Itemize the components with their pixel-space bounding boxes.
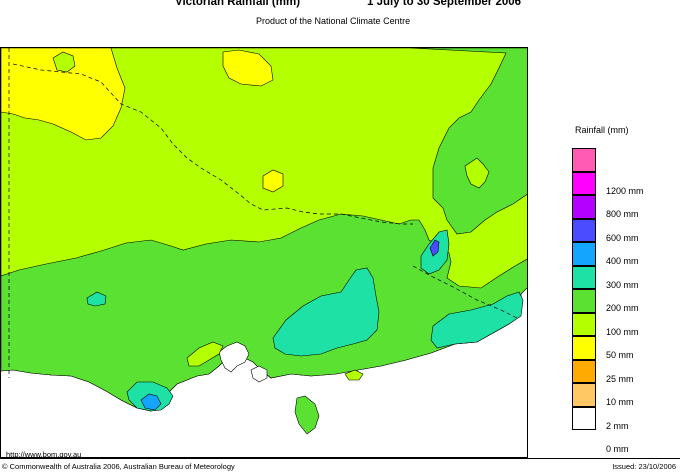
legend-swatch: [572, 406, 596, 430]
land-200mm-east: [430, 291, 524, 349]
legend-label: 50 mm: [606, 350, 634, 360]
legend-label: 300 mm: [606, 279, 639, 290]
legend-swatch: [572, 336, 596, 360]
legend-swatch: [572, 312, 596, 336]
land-50mm-geelong: [186, 341, 224, 367]
map-title: Victorian Rainfall (mm) 1 July to 30 Sep…: [175, 0, 521, 8]
legend-swatch: [572, 383, 596, 407]
rainfall-map: [0, 47, 528, 458]
legend-label: 100 mm: [606, 326, 639, 337]
title-text: Victorian Rainfall (mm): [175, 0, 301, 8]
land-50mm-pocket: [464, 157, 490, 189]
map-canvas: [1, 48, 527, 457]
legend-label: 800 mm: [606, 209, 639, 219]
source-url[interactable]: http://www.bom.gov.au: [6, 450, 82, 459]
legend-swatch: [572, 148, 596, 172]
legend-swatch: [572, 242, 596, 266]
land-300mm-peak: [429, 239, 440, 257]
land-50mm-island: [52, 51, 76, 73]
legend-label: 25 mm: [606, 373, 634, 384]
legend-label: 1200 mm: [606, 185, 644, 196]
land-100mm-northeast: [410, 48, 527, 235]
port-phillip-bay: [218, 341, 250, 373]
period-text: 1 July to 30 September 2006: [367, 0, 522, 8]
land-25mm-spot: [262, 169, 284, 193]
legend-label: 600 mm: [606, 232, 639, 243]
land-200mm-west: [86, 291, 107, 307]
legend-swatch: [572, 171, 596, 195]
western-port: [250, 365, 268, 383]
land-25mm-northwest: [1, 48, 126, 141]
land-300mm-otways: [140, 393, 162, 411]
legend-label: 400 mm: [606, 256, 639, 266]
legend-swatch: [572, 289, 596, 313]
state-border-east: [412, 265, 518, 319]
legend-swatch: [572, 359, 596, 383]
legend-swatch: [572, 265, 596, 289]
legend-label: 0 mm: [606, 444, 629, 454]
legend-swatch: [572, 218, 596, 242]
legend-label: 200 mm: [606, 303, 639, 313]
legend-label: 10 mm: [606, 397, 634, 407]
state-border-nsw: [12, 63, 413, 225]
map-subtitle: Product of the National Climate Centre: [256, 16, 411, 26]
land-25mm-north: [222, 49, 274, 87]
land-50mm-coast: [344, 369, 364, 381]
legend-swatch: [572, 195, 596, 219]
copyright-text: © Commonwealth of Australia 2006, Austra…: [2, 462, 235, 471]
legend-label: 2 mm: [606, 420, 629, 431]
issued-date: Issued: 23/10/2006: [612, 462, 676, 471]
wilsons-promontory: [294, 395, 320, 435]
land-200mm-central: [272, 267, 380, 357]
legend-title: Rainfall (mm): [575, 125, 629, 135]
ocean-bass-strait: [1, 408, 527, 457]
footer-divider: [0, 458, 680, 459]
